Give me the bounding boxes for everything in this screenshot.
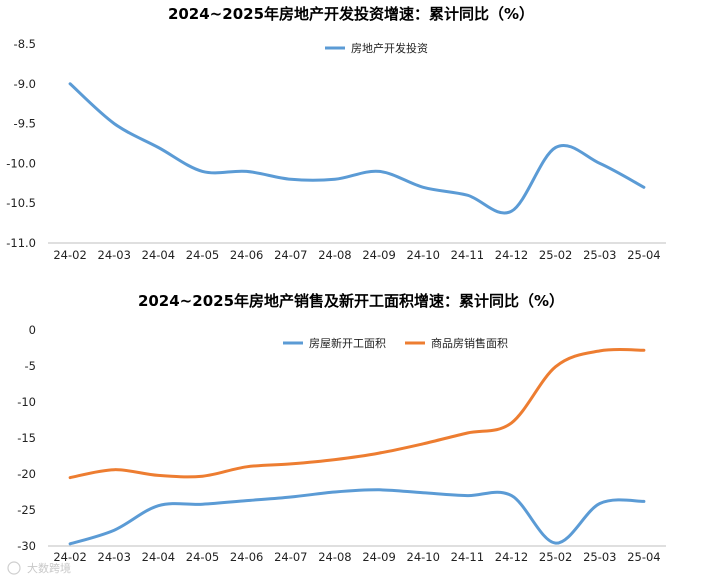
x-tick-label: 24-11: [451, 550, 484, 564]
chart1-title: 2024~2025年房地产开发投资增速：累计同比（%）: [168, 5, 534, 23]
x-tick-label: 24-10: [407, 248, 440, 262]
y-tick-label: 0: [29, 323, 36, 337]
watermark-logo-icon: [7, 561, 21, 575]
chart1-legend: 房地产开发投资: [325, 41, 428, 55]
series-line-1: [68, 347, 646, 480]
x-tick-label: 24-02: [53, 550, 86, 564]
x-tick-label: 24-12: [495, 248, 528, 262]
x-tick-label: 25-02: [539, 248, 572, 262]
x-tick-label: 24-06: [230, 550, 263, 564]
x-tick-label: 24-08: [318, 550, 351, 564]
y-tick-label: -8.5: [14, 37, 36, 51]
x-tick-label: 24-04: [142, 550, 175, 564]
y-tick-label: -25: [17, 503, 36, 517]
y-tick-label: -11.0: [6, 236, 36, 250]
x-tick-label: 24-09: [362, 248, 395, 262]
series-line-0: [68, 82, 646, 215]
watermark-text: 大数跨境: [27, 561, 71, 575]
x-tick-label: 25-02: [539, 550, 572, 564]
x-tick-label: 24-04: [142, 248, 175, 262]
y-tick-label: -10: [17, 395, 36, 409]
x-tick-label: 25-04: [627, 550, 660, 564]
x-tick-label: 24-10: [407, 550, 440, 564]
x-tick-label: 24-03: [98, 248, 131, 262]
series-line-0: [68, 488, 646, 546]
x-tick-label: 24-08: [318, 248, 351, 262]
x-tick-label: 25-03: [583, 550, 616, 564]
chart2-series: [68, 347, 646, 546]
x-tick-label: 24-03: [98, 550, 131, 564]
legend-label-investment: 房地产开发投资: [351, 41, 428, 55]
chart1-series: [68, 82, 646, 215]
x-tick-label: 24-05: [186, 248, 219, 262]
x-tick-label: 24-07: [274, 550, 307, 564]
y-tick-label: -20: [17, 467, 36, 481]
y-tick-label: -10.0: [6, 156, 36, 170]
sales-newstarts-chart: 2024~2025年房地产销售及新开工面积增速：累计同比（%） 0 -5 -10 -1…: [17, 292, 666, 564]
chart2-y-ticks: 0 -5 -10 -15 -20 -25 -30: [17, 323, 36, 553]
chart1-y-ticks: -8.5 -9.0 -9.5 -10.0 -10.5 -11.0: [6, 37, 36, 250]
x-tick-label: 24-07: [274, 248, 307, 262]
investment-chart: 2024~2025年房地产开发投资增速：累计同比（%） -8.5 -9.0 -9.5…: [6, 5, 666, 262]
legend-label-sales: 商品房销售面积: [431, 336, 508, 350]
x-tick-label: 24-12: [495, 550, 528, 564]
y-tick-label: -15: [17, 431, 36, 445]
chart2-x-ticks: 24-02 24-03 24-04 24-05 24-06 24-07 24-08 24-09…: [53, 550, 660, 564]
x-tick-label: 24-05: [186, 550, 219, 564]
x-tick-label: 24-11: [451, 248, 484, 262]
y-tick-label: -5: [25, 359, 36, 373]
x-tick-label: 24-06: [230, 248, 263, 262]
legend-label-new-starts: 房屋新开工面积: [309, 336, 386, 350]
y-tick-label: -30: [17, 539, 36, 553]
y-tick-label: -10.5: [6, 196, 36, 210]
x-tick-label: 25-03: [583, 248, 616, 262]
x-tick-label: 24-02: [53, 248, 86, 262]
y-tick-label: -9.0: [14, 77, 36, 91]
x-tick-label: 25-04: [627, 248, 660, 262]
watermark: 大数跨境: [7, 561, 71, 575]
y-tick-label: -9.5: [14, 117, 36, 131]
chart2-title: 2024~2025年房地产销售及新开工面积增速：累计同比（%）: [138, 292, 564, 310]
chart2-legend: 房屋新开工面积 商品房销售面积: [283, 336, 508, 350]
chart1-x-ticks: 24-02 24-03 24-04 24-05 24-06 24-07 24-08 24-09…: [53, 248, 660, 262]
x-tick-label: 24-09: [362, 550, 395, 564]
